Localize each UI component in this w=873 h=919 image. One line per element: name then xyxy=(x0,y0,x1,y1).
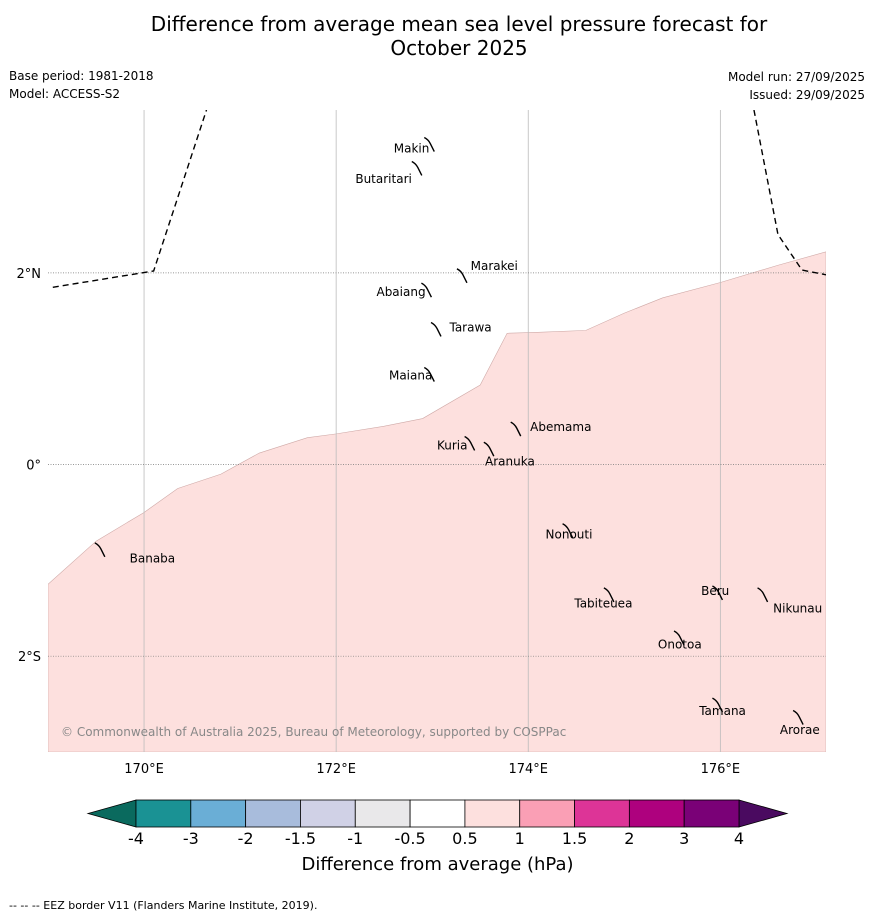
colorbar-tick-label: 1 xyxy=(515,829,525,848)
island-butaritari-outline xyxy=(411,160,423,176)
island-tabiteuea-outline xyxy=(603,587,615,603)
island-label-arorae: Arorae xyxy=(780,723,820,737)
title-line-1: Difference from average mean sea level p… xyxy=(150,12,768,36)
island-label-banaba: Banaba xyxy=(130,551,176,565)
lon-tick-label: 172°E xyxy=(316,762,356,777)
pressure-anomaly-region xyxy=(48,251,826,752)
lat-tick-label: 0° xyxy=(26,459,41,474)
island-aranuka-outline xyxy=(483,441,495,457)
eez-border-line xyxy=(52,110,208,288)
lat-tick-label: 2°N xyxy=(17,267,42,282)
island-arorae-outline xyxy=(792,709,804,725)
colorbar-swatch xyxy=(409,799,466,828)
colorbar-swatch xyxy=(354,799,411,828)
title-line-2: October 2025 xyxy=(390,36,528,60)
island-label-abemama: Abemama xyxy=(530,420,591,434)
island-nonouti-outline xyxy=(562,523,574,539)
chart-title: Difference from average mean sea level p… xyxy=(0,12,873,60)
eez-footnote: -- -- -- EEZ border V11 (Flanders Marine… xyxy=(9,899,318,912)
island-label-kuria: Kuria xyxy=(437,438,468,452)
island-label-tarawa: Tarawa xyxy=(448,321,491,335)
island-label-tabiteuea: Tabiteuea xyxy=(573,596,632,610)
colorbar-swatch xyxy=(519,799,575,828)
colorbar-tick-label: 2 xyxy=(624,829,634,848)
issued-date: Issued: 29/09/2025 xyxy=(749,88,865,102)
colorbar-swatch xyxy=(628,799,685,828)
colorbar-swatch xyxy=(300,799,356,828)
colorbar-tick-label: -2 xyxy=(238,829,254,848)
colorbar-tick-label: 3 xyxy=(679,829,689,848)
colorbar-swatch xyxy=(574,799,630,828)
island-label-onotoa: Onotoa xyxy=(658,638,702,652)
meta-right: Model run: 27/09/2025 Issued: 29/09/2025 xyxy=(728,68,865,104)
island-marakei-outline xyxy=(456,268,468,284)
island-beru-outline xyxy=(712,585,724,601)
island-tamana-outline xyxy=(712,697,724,713)
island-tarawa-outline xyxy=(430,321,442,337)
lon-tick-label: 170°E xyxy=(124,762,164,777)
colorbar-swatch xyxy=(683,799,740,828)
island-label-nikunau: Nikunau xyxy=(773,601,822,615)
colorbar-swatch xyxy=(135,799,192,828)
colorbar-swatch xyxy=(245,799,301,828)
eez-border-line xyxy=(753,110,826,276)
colorbar-tick-label: -1.5 xyxy=(285,829,316,848)
island-makin-outline xyxy=(423,136,435,152)
colorbar-over-arrow xyxy=(738,799,789,828)
island-label-beru: Beru xyxy=(701,584,729,598)
model-name: Model: ACCESS-S2 xyxy=(9,87,121,101)
island-label-tamana: Tamana xyxy=(698,704,746,718)
colorbar-tick-label: 4 xyxy=(734,829,744,848)
colorbar-tick-label: -4 xyxy=(128,829,144,848)
island-label-aranuka: Aranuka xyxy=(485,455,535,469)
colorbar-tick-label: -3 xyxy=(183,829,199,848)
colorbar-tick-label: -1 xyxy=(347,829,363,848)
base-period: Base period: 1981-2018 xyxy=(9,69,154,83)
lon-tick-label: 176°E xyxy=(701,762,741,777)
island-label-makin: Makin xyxy=(394,141,430,155)
map-plot-area: Makin Butaritari Marakei Abaiang Tarawa Maian… xyxy=(48,110,826,752)
island-nikunau-outline xyxy=(757,587,769,603)
island-label-abaiang: Abaiang xyxy=(376,285,425,299)
island-abaiang-outline xyxy=(421,282,433,298)
colorbar-tick-label: 1.5 xyxy=(562,829,587,848)
island-onotoa-outline xyxy=(673,630,685,646)
island-label-butaritari: Butaritari xyxy=(355,172,412,186)
colorbar-swatch xyxy=(464,799,521,828)
copyright-notice: © Commonwealth of Australia 2025, Bureau… xyxy=(61,725,566,739)
island-kuria-outline xyxy=(464,435,476,451)
colorbar-tick-label: 0.5 xyxy=(452,829,477,848)
island-label-nonouti: Nonouti xyxy=(546,527,593,541)
colorbar-tick-label: -0.5 xyxy=(394,829,425,848)
island-banaba-outline xyxy=(94,542,106,558)
island-label-marakei: Marakei xyxy=(471,259,518,273)
meta-left: Base period: 1981-2018 Model: ACCESS-S2 xyxy=(9,67,154,103)
island-label-maiana: Maiana xyxy=(389,368,432,382)
island-abemama-outline xyxy=(510,421,522,437)
model-run: Model run: 27/09/2025 xyxy=(727,70,865,84)
colorbar-under-arrow xyxy=(86,799,137,828)
colorbar: -4 -3 -2 -1.5 -1 -0.5 0.5 1 1.5 2 3 4 Difference fro… xyxy=(86,799,789,875)
lat-tick-label: 2°S xyxy=(18,650,41,665)
island-maiana-outline xyxy=(423,366,435,382)
colorbar-swatch xyxy=(190,799,247,828)
lon-tick-label: 174°E xyxy=(508,762,548,777)
colorbar-title: Difference from average (hPa) xyxy=(301,854,573,875)
